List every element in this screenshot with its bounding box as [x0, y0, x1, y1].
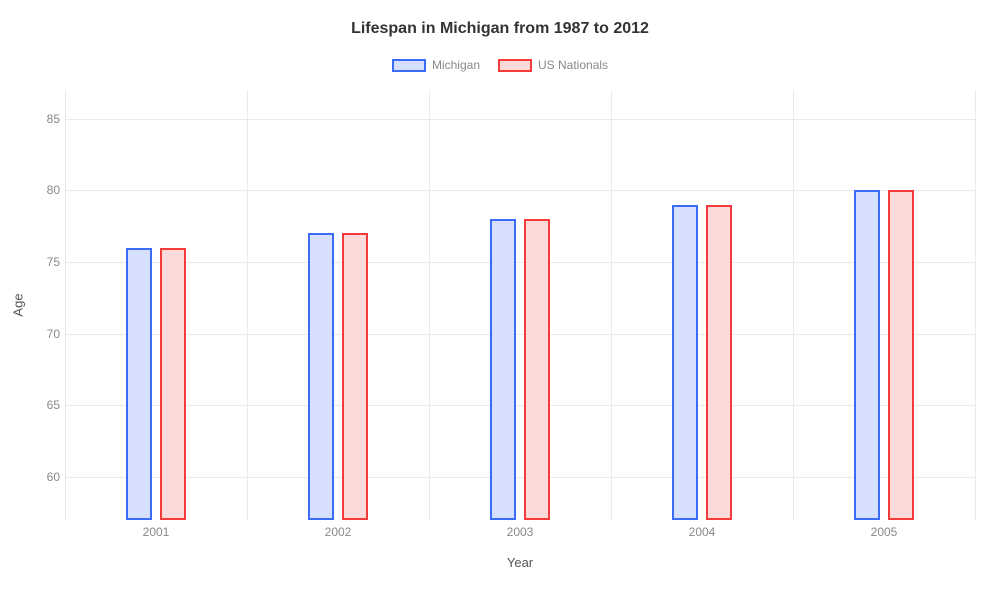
legend-item[interactable]: US Nationals: [498, 58, 608, 72]
bar[interactable]: [672, 205, 698, 520]
y-tick-label: 85: [47, 112, 60, 126]
bar[interactable]: [126, 248, 152, 520]
y-tick-label: 80: [47, 183, 60, 197]
gridline-vertical: [65, 90, 66, 520]
gridline-vertical: [611, 90, 612, 520]
bar[interactable]: [308, 233, 334, 520]
x-tick-label: 2004: [689, 525, 716, 539]
gridline-horizontal: [65, 405, 975, 406]
legend-item[interactable]: Michigan: [392, 58, 480, 72]
x-tick-label: 2001: [143, 525, 170, 539]
y-tick-label: 70: [47, 327, 60, 341]
gridline-horizontal: [65, 119, 975, 120]
chart-container: Lifespan in Michigan from 1987 to 2012 M…: [0, 0, 1000, 600]
gridline-horizontal: [65, 262, 975, 263]
bar[interactable]: [490, 219, 516, 520]
plot-area: [65, 90, 975, 520]
gridline-horizontal: [65, 334, 975, 335]
bar[interactable]: [160, 248, 186, 520]
gridline-vertical: [247, 90, 248, 520]
bar[interactable]: [342, 233, 368, 520]
bar[interactable]: [888, 190, 914, 520]
legend-swatch: [392, 59, 426, 72]
legend-label: US Nationals: [538, 58, 608, 72]
y-axis-label: Age: [11, 293, 26, 316]
x-tick-label: 2005: [871, 525, 898, 539]
gridline-vertical: [975, 90, 976, 520]
bar[interactable]: [706, 205, 732, 520]
gridline-horizontal: [65, 190, 975, 191]
bar[interactable]: [524, 219, 550, 520]
y-tick-label: 60: [47, 470, 60, 484]
x-tick-label: 2003: [507, 525, 534, 539]
x-tick-label: 2002: [325, 525, 352, 539]
bar[interactable]: [854, 190, 880, 520]
legend-swatch: [498, 59, 532, 72]
legend: Michigan US Nationals: [0, 58, 1000, 72]
x-axis-label: Year: [507, 555, 533, 570]
y-tick-label: 65: [47, 398, 60, 412]
legend-label: Michigan: [432, 58, 480, 72]
y-tick-label: 75: [47, 255, 60, 269]
gridline-vertical: [793, 90, 794, 520]
chart-title: Lifespan in Michigan from 1987 to 2012: [0, 20, 1000, 38]
gridline-vertical: [429, 90, 430, 520]
gridline-horizontal: [65, 477, 975, 478]
